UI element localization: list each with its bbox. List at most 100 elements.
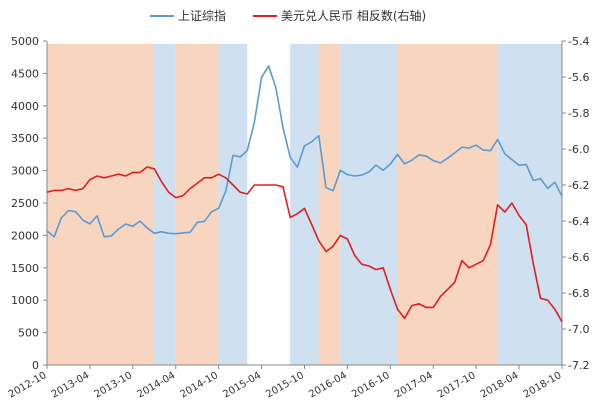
- data-point: [197, 222, 198, 223]
- left-tick-label: 1500: [11, 262, 39, 275]
- data-point: [318, 135, 319, 136]
- data-point: [383, 267, 384, 268]
- data-point: [325, 187, 326, 188]
- data-point: [490, 244, 491, 245]
- right-tick-label: -5.4: [568, 35, 589, 48]
- data-point: [425, 156, 426, 157]
- shaded-region-5: [318, 44, 341, 365]
- left-tick-label: 4000: [11, 100, 39, 113]
- data-point: [96, 215, 97, 216]
- data-point: [197, 183, 198, 184]
- data-point: [561, 321, 562, 322]
- data-point: [433, 307, 434, 308]
- data-point: [561, 196, 562, 197]
- data-point: [518, 165, 519, 166]
- data-point: [290, 217, 291, 218]
- data-point: [154, 168, 155, 169]
- right-tick-label: -6.6: [568, 251, 589, 264]
- data-point: [490, 150, 491, 151]
- data-point: [218, 174, 219, 175]
- x-tick-label: 2015-10: [264, 370, 306, 400]
- data-point: [68, 188, 69, 189]
- data-point: [461, 147, 462, 148]
- data-point: [75, 190, 76, 191]
- data-point: [168, 233, 169, 234]
- data-point: [240, 156, 241, 157]
- left-tick-label: 500: [18, 327, 39, 340]
- data-point: [497, 139, 498, 140]
- data-point: [261, 77, 262, 78]
- data-point: [397, 154, 398, 155]
- data-point: [247, 150, 248, 151]
- data-point: [104, 177, 105, 178]
- data-point: [225, 191, 226, 192]
- x-tick-label: 2012-10: [7, 370, 49, 400]
- data-point: [347, 238, 348, 239]
- data-point: [418, 303, 419, 304]
- data-point: [104, 236, 105, 237]
- x-tick-label: 2016-10: [350, 370, 392, 400]
- x-tick-label: 2015-04: [221, 370, 263, 400]
- left-tick-label: 2500: [11, 197, 39, 210]
- data-point: [418, 154, 419, 155]
- shaded-region-3: [218, 44, 248, 365]
- data-point: [61, 190, 62, 191]
- data-point: [290, 157, 291, 158]
- data-point: [189, 188, 190, 189]
- data-point: [46, 192, 47, 193]
- data-point: [68, 210, 69, 211]
- shaded-region-4: [290, 44, 319, 365]
- data-point: [504, 153, 505, 154]
- data-point: [297, 213, 298, 214]
- data-point: [218, 208, 219, 209]
- right-tick-label: -6.8: [568, 287, 589, 300]
- x-tick-label: 2014-04: [136, 370, 178, 400]
- data-point: [368, 265, 369, 266]
- data-point: [483, 260, 484, 261]
- shaded-region-2: [175, 44, 219, 365]
- data-point: [518, 215, 519, 216]
- shaded-region-6: [340, 44, 398, 365]
- data-point: [175, 197, 176, 198]
- x-tick-label: 2018-10: [522, 370, 564, 400]
- data-point: [340, 235, 341, 236]
- data-point: [211, 211, 212, 212]
- data-point: [132, 226, 133, 227]
- data-point: [483, 149, 484, 150]
- data-point: [540, 298, 541, 299]
- data-point: [254, 122, 255, 123]
- x-tick-label: 2016-04: [307, 370, 349, 400]
- data-point: [318, 240, 319, 241]
- data-point: [447, 158, 448, 159]
- data-point: [340, 170, 341, 171]
- data-point: [275, 87, 276, 88]
- data-point: [147, 227, 148, 228]
- data-point: [311, 141, 312, 142]
- data-point: [161, 231, 162, 232]
- data-point: [82, 219, 83, 220]
- series-line-0: [46, 65, 563, 238]
- data-point: [304, 208, 305, 209]
- data-point: [375, 164, 376, 165]
- data-point: [268, 66, 269, 67]
- data-point: [540, 178, 541, 179]
- data-point: [89, 179, 90, 180]
- data-point: [333, 190, 334, 191]
- data-point: [147, 166, 148, 167]
- data-point: [354, 175, 355, 176]
- data-point: [118, 228, 119, 229]
- data-point: [440, 296, 441, 297]
- data-point: [390, 164, 391, 165]
- left-tick-label: 3500: [11, 132, 39, 145]
- data-point: [361, 175, 362, 176]
- shaded-regions: [47, 44, 562, 365]
- data-point: [547, 300, 548, 301]
- data-point: [240, 192, 241, 193]
- x-tick-label: 2013-04: [50, 370, 92, 400]
- data-point: [533, 264, 534, 265]
- data-point: [468, 147, 469, 148]
- data-point: [232, 155, 233, 156]
- data-point: [361, 264, 362, 265]
- data-point: [554, 309, 555, 310]
- data-point: [511, 159, 512, 160]
